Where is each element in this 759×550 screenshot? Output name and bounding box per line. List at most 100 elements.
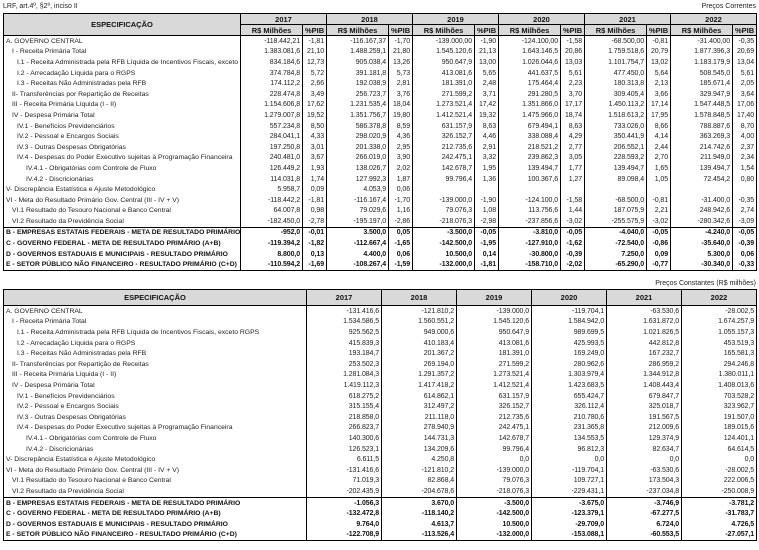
value-constant: 134.553,5 <box>531 433 607 444</box>
value-pct-pib: 1,05 <box>646 173 671 185</box>
value-rs-milhoes: 557.234,8 <box>240 120 303 132</box>
value-rs-milhoes: 3.500,0 <box>326 226 389 239</box>
value-rs-milhoes: 1.547.448,5 <box>670 99 733 111</box>
value-pct-pib: 4,46 <box>474 131 499 142</box>
value-rs-milhoes: 631.157,9 <box>412 120 475 132</box>
value-constant: 173.504,3 <box>606 475 682 487</box>
value-constant: -153.088,1 <box>531 529 607 541</box>
value-constant: 1.380.011,1 <box>681 369 757 381</box>
value-rs-milhoes: 291.280,5 <box>498 88 561 100</box>
row-label: IV.1 - Benefícios Previdenciários <box>17 122 115 130</box>
value-constant: 326.152,7 <box>456 401 532 412</box>
value-rs-milhoes: 1.412.521,4 <box>412 110 475 121</box>
value-rs-milhoes: 284.041,1 <box>240 131 303 142</box>
value-constant: 269.194,0 <box>381 359 457 370</box>
value-pct-pib: 5,61 <box>560 67 585 79</box>
value-pct-pib: 0,09 <box>646 248 671 260</box>
value-rs-milhoes: -158.710,0 <box>498 259 561 271</box>
value-pct-pib: 0,09 <box>302 184 327 195</box>
value-pct-pib: 0,14 <box>474 248 499 260</box>
value-constant: -113.526,4 <box>381 529 457 541</box>
value-constant: 181.391,0 <box>456 348 532 360</box>
value-pct-pib: 2,95 <box>388 141 413 153</box>
value-pct-pib: 13,00 <box>474 57 499 68</box>
table-row: V- Discrepância Estatística e Ajuste Met… <box>4 184 757 195</box>
table-row: IV.4 - Despesas do Poder Executivo sujei… <box>4 422 757 434</box>
value-constant: 189.015,6 <box>681 422 757 434</box>
row-label: IV.4.1 - Obrigatórias com Controle de Fl… <box>26 164 157 172</box>
value-constant: 1.560.551,2 <box>381 316 457 328</box>
value-rs-milhoes: 733.026,0 <box>584 120 647 132</box>
value-rs-milhoes: 192.038,9 <box>326 78 389 89</box>
row-label: IV - Despesa Primária Total <box>12 382 95 390</box>
value-rs-milhoes: 834.184,6 <box>240 57 303 68</box>
value-constant: -60.553,5 <box>606 529 682 541</box>
value-constant: -250.008,9 <box>681 486 757 498</box>
value-rs-milhoes: -35.640,0 <box>670 238 733 249</box>
value-rs-milhoes: 391.181,8 <box>326 67 389 79</box>
row-label: IV.4.2 - Discricionárias <box>26 175 94 183</box>
value-constant: -3.675,0 <box>531 496 607 509</box>
value-pct-pib: 4,33 <box>302 131 327 142</box>
value-rs-milhoes: 187.075,9 <box>584 205 647 217</box>
table-row: C - GOVERNO FEDERAL - META DE RESULTADO … <box>4 508 757 519</box>
value-rs-milhoes: 1.154.606,8 <box>240 99 303 111</box>
value-constant: 79.076,3 <box>456 475 532 487</box>
value-pct-pib: 3,49 <box>302 88 327 100</box>
value-rs-milhoes: -3.500,0 <box>412 226 475 239</box>
unit-header-rs: R$ Milhões <box>498 24 561 36</box>
value-constant: 96.812,3 <box>531 443 607 455</box>
value-constant: -142.500,0 <box>456 508 532 519</box>
row-label: C - GOVERNO FEDERAL - META DE RESULTADO … <box>6 240 221 248</box>
table-row: VI.2 Resultado da Previdência Social -182… <box>4 216 757 228</box>
value-rs-milhoes: -142.500,0 <box>412 238 475 249</box>
value-rs-milhoes: 126.449,2 <box>240 163 303 174</box>
value-rs-milhoes: 256.723,7 <box>326 88 389 100</box>
value-pct-pib: 1,77 <box>560 163 585 174</box>
value-pct-pib: 1,36 <box>474 173 499 185</box>
value-rs-milhoes: 240.481,0 <box>240 152 303 164</box>
value-pct-pib: 4,36 <box>388 131 413 142</box>
value-constant: -63.530,6 <box>606 305 682 317</box>
current-prices-caption: Preços Correntes <box>701 3 756 10</box>
value-constant: 618.275,2 <box>306 390 382 402</box>
unit-header-rs: R$ Milhões <box>240 24 303 36</box>
top-meta-row: LRF, art.4º, §2º, inciso II Preços Corre… <box>3 2 756 11</box>
value-constant: 655.424,7 <box>531 390 607 402</box>
value-constant: -63.530,6 <box>606 464 682 476</box>
value-rs-milhoes: 1.578.848,5 <box>670 110 733 121</box>
year-header: 2018 <box>381 289 457 307</box>
value-constant: -67.277,5 <box>606 508 682 519</box>
table-row: IV.4.2 - Discricionárias 126.523,1 134.209… <box>4 443 757 455</box>
row-label: I.3 - Receitas Não Administradas pela RF… <box>17 80 147 88</box>
value-constant: 212.735,6 <box>456 412 532 423</box>
value-rs-milhoes: -127.910,0 <box>498 238 561 249</box>
value-constant: 294.246,8 <box>681 359 757 370</box>
value-constant: 0,0 <box>531 454 607 465</box>
row-label: II- Transferências por Repartição de Rec… <box>12 360 149 368</box>
value-constant: -27.057,1 <box>681 529 757 541</box>
value-pct-pib: 4,00 <box>732 131 757 142</box>
value-constant: 218.858,0 <box>306 412 382 423</box>
value-rs-milhoes: 1.351.756,7 <box>326 110 389 121</box>
value-pct-pib: -1,58 <box>560 194 585 206</box>
value-constant: -131.416,6 <box>306 464 382 476</box>
value-rs-milhoes: 679.494,1 <box>498 120 561 132</box>
value-constant: 312.497,2 <box>381 401 457 412</box>
value-constant: 1.417.418,2 <box>381 380 457 391</box>
value-constant: 631.157,9 <box>456 390 532 402</box>
value-constant: 82.868,4 <box>381 475 457 487</box>
value-constant: 1.408.013,6 <box>681 380 757 391</box>
value-pct-pib: 18,74 <box>560 110 585 121</box>
value-rs-milhoes: 181.391,0 <box>412 78 475 89</box>
value-rs-milhoes: 4.400,0 <box>326 248 389 260</box>
value-pct-pib: -1,58 <box>560 35 585 47</box>
value-rs-milhoes: 10.500,0 <box>412 248 475 260</box>
value-pct-pib: -0,01 <box>302 226 327 239</box>
value-rs-milhoes: 8.800,0 <box>240 248 303 260</box>
table-row: D - GOVERNOS ESTADUAIS E MUNICIPAIS - RE… <box>4 518 757 530</box>
row-label: B - EMPRESAS ESTATAIS FEDERAIS - META DE… <box>3 226 241 239</box>
value-pct-pib: -1,90 <box>474 194 499 206</box>
value-rs-milhoes: -72.540,0 <box>584 238 647 249</box>
unit-header-pib: %PIB <box>474 24 499 36</box>
